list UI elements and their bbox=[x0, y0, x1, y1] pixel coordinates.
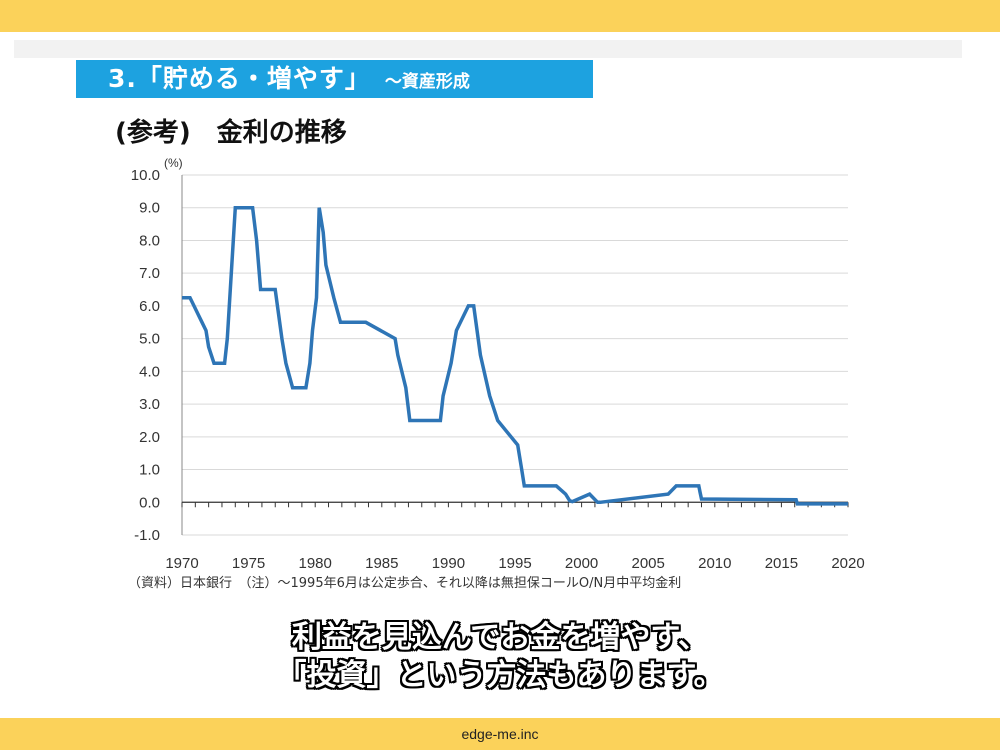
y-tick-labels: 10.0 9.0 8.0 7.0 6.0 5.0 4.0 3.0 2.0 1.0 0.0 -1.0 bbox=[131, 167, 160, 544]
x-tick-label: 1990 bbox=[432, 555, 465, 572]
section-title: 3.「貯める・増やす」 bbox=[108, 64, 371, 93]
y-tick-label: 9.0 bbox=[139, 200, 160, 217]
y-tick-label: 0.0 bbox=[139, 494, 160, 511]
x-tick-label: 2010 bbox=[698, 555, 731, 572]
source-note: （資料）日本銀行 （注）～1995年6月は公定歩合、それ以降は無担保コールO/N… bbox=[128, 576, 682, 591]
y-tick-label: -1.0 bbox=[134, 527, 160, 544]
y-tick-label: 1.0 bbox=[139, 462, 160, 479]
y-tick-label: 3.0 bbox=[139, 396, 160, 413]
y-tick-label: 8.0 bbox=[139, 232, 160, 249]
y-tick-label: 2.0 bbox=[139, 429, 160, 446]
x-tick-label: 1995 bbox=[498, 555, 531, 572]
x-tick-label: 1980 bbox=[299, 555, 332, 572]
y-tick-label: 6.0 bbox=[139, 298, 160, 315]
y-tick-label: 5.0 bbox=[139, 331, 160, 348]
y-tick-label: 7.0 bbox=[139, 265, 160, 282]
rate-series-line bbox=[182, 205, 848, 506]
section-title-banner: 3.「貯める・増やす」 ～資産形成 bbox=[76, 60, 593, 98]
x-tick-label: 2005 bbox=[632, 555, 665, 572]
x-tick-label: 1975 bbox=[232, 555, 265, 572]
y-tick-label: 4.0 bbox=[139, 363, 160, 380]
top-accent-band bbox=[0, 0, 1000, 32]
axes bbox=[181, 175, 849, 535]
y-tick-label: 10.0 bbox=[131, 167, 160, 184]
footer-brand: edge-me.inc bbox=[461, 726, 539, 742]
x-tick-labels: 1970 1975 1980 1985 1990 1995 2000 2005 2010 2015… bbox=[165, 555, 864, 572]
y-axis-unit-label: (%) bbox=[164, 156, 183, 170]
header-strip bbox=[14, 40, 962, 58]
caption-line-1: 利益を見込んでお金を増やす、 bbox=[291, 620, 709, 655]
series-layer bbox=[182, 205, 848, 506]
x-tick-label: 1970 bbox=[165, 555, 198, 572]
x-tick-label: 2020 bbox=[831, 555, 864, 572]
chart-heading: (参考) 金利の推移 bbox=[115, 118, 347, 148]
x-tick-label: 1985 bbox=[365, 555, 398, 572]
grid-lines bbox=[182, 174, 848, 536]
section-subtitle: ～資産形成 bbox=[384, 72, 470, 92]
caption-line-2: 「投資」という方法もあります。 bbox=[276, 658, 724, 693]
x-tick-label: 2015 bbox=[765, 555, 798, 572]
x-tick-label: 2000 bbox=[565, 555, 598, 572]
bottom-accent-band: edge-me.inc bbox=[0, 718, 1000, 750]
